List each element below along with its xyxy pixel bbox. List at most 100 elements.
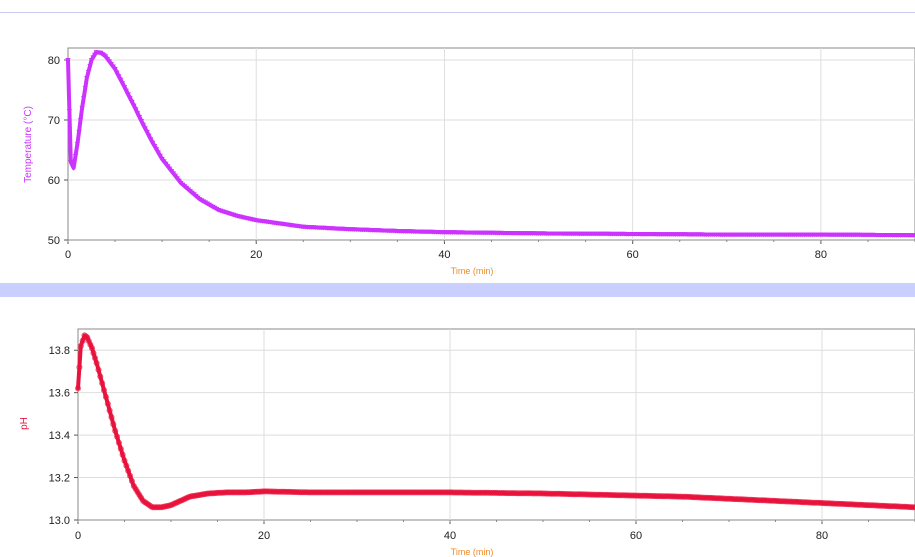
data-point (661, 493, 668, 500)
data-point (281, 488, 288, 495)
data-point (167, 166, 173, 172)
data-point (560, 490, 567, 497)
data-point (736, 496, 743, 503)
y-tick-label: 13.0 (49, 515, 70, 527)
data-point (901, 503, 908, 510)
data-point (887, 503, 894, 510)
data-point (123, 462, 130, 469)
data-point (463, 489, 470, 496)
data-point (780, 498, 787, 505)
data-point (507, 490, 514, 497)
data-point (408, 489, 415, 496)
data-point (582, 491, 589, 498)
data-point (719, 495, 726, 502)
data-point (821, 500, 828, 507)
data-point (776, 498, 783, 505)
data-point (392, 489, 399, 496)
data-point (110, 64, 116, 70)
data-point (495, 489, 502, 496)
ph-chart[interactable]: 0 20 40 60 80 13.0 13.2 13.4 13.6 13.8 (0, 297, 915, 556)
x-tick-label: 20 (250, 249, 262, 261)
data-point (905, 503, 912, 510)
data-point (370, 489, 377, 496)
data-point (152, 144, 158, 149)
data-point (329, 489, 336, 496)
data-point (847, 501, 854, 508)
panel-divider[interactable] (0, 283, 915, 297)
data-point (863, 502, 870, 509)
data-point (321, 489, 328, 496)
data-point (418, 489, 425, 496)
data-point (756, 497, 763, 504)
data-point (584, 491, 591, 498)
data-point (144, 130, 150, 135)
temperature-chart[interactable]: 0 20 40 60 80 50 60 70 80 (0, 0, 915, 283)
data-point (269, 488, 276, 495)
data-point (176, 178, 182, 184)
data-series (65, 50, 915, 238)
data-point (746, 496, 753, 503)
data-point (855, 501, 862, 508)
data-point (649, 492, 656, 499)
data-point (808, 499, 815, 506)
data-point (588, 491, 595, 498)
data-point (503, 490, 510, 497)
data-point (102, 393, 109, 400)
data-point (673, 493, 680, 500)
data-point (335, 489, 342, 496)
x-tick-label: 80 (816, 530, 828, 542)
data-point (734, 496, 741, 503)
data-point (481, 489, 488, 496)
data-point (885, 503, 892, 510)
data-point (663, 493, 670, 500)
data-point (717, 495, 724, 502)
y-tick-label: 13.6 (49, 388, 70, 400)
data-point (424, 489, 431, 496)
data-point (829, 500, 836, 507)
data-point (136, 491, 143, 498)
data-point (701, 494, 708, 501)
data-point (633, 492, 640, 499)
data-point (262, 488, 269, 495)
data-point (536, 490, 543, 497)
data-point (657, 493, 664, 500)
data-point (849, 501, 856, 508)
data-point (259, 488, 266, 495)
data-point (76, 130, 82, 135)
data-point (386, 489, 393, 496)
data-point (875, 502, 882, 509)
data-point (592, 491, 599, 498)
data-point (71, 166, 77, 171)
data-point (214, 489, 221, 496)
data-point (635, 492, 642, 499)
data-point (400, 489, 407, 496)
data-point (404, 489, 411, 496)
data-point (707, 494, 714, 501)
data-point (483, 489, 490, 496)
data-point (140, 122, 146, 128)
data-point (616, 492, 623, 499)
temperature-y-axis-label: Temperature (°C) (22, 105, 34, 183)
data-point (726, 495, 733, 502)
data-point (422, 489, 429, 496)
data-point (497, 489, 504, 496)
data-point (426, 489, 433, 496)
data-point (123, 88, 129, 94)
data-point (568, 491, 575, 498)
data-point (477, 489, 484, 496)
data-point (505, 490, 512, 497)
data-point (146, 133, 152, 139)
data-point (841, 500, 848, 507)
data-point (353, 489, 360, 496)
data-point (412, 489, 419, 496)
data-point (210, 490, 217, 497)
data-point (436, 489, 443, 496)
data-point (546, 490, 553, 497)
data-point (325, 489, 332, 496)
data-point (606, 491, 613, 498)
data-point (782, 498, 789, 505)
data-point (614, 492, 621, 499)
data-point (313, 489, 320, 496)
data-point (159, 157, 165, 162)
data-point (531, 490, 538, 497)
